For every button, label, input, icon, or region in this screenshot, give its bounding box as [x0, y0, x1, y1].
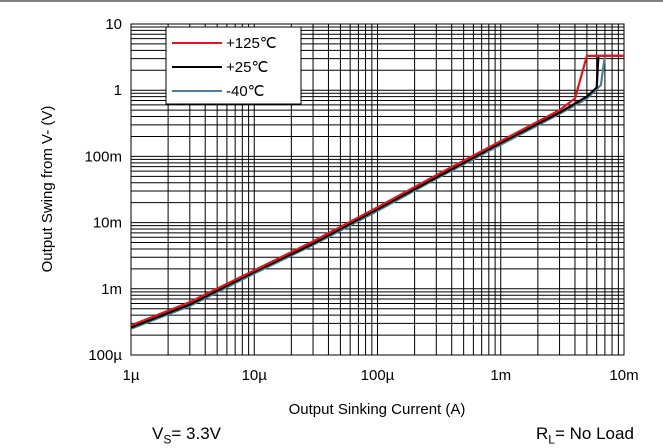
x-tick-label: 10µ: [242, 367, 268, 384]
rl-value: = No Load: [554, 424, 634, 443]
rl-subscript: L: [548, 432, 555, 447]
y-tick-label: 1m: [101, 281, 122, 298]
series-line: [130, 54, 624, 329]
x-tick-label: 1m: [490, 367, 511, 384]
series-line: [130, 54, 624, 330]
y-tick-label: 10: [105, 16, 122, 33]
x-tick-label: 1µ: [123, 367, 140, 384]
y-tick-labels: 10 1 100m 10m 1m 100µ: [84, 16, 122, 364]
x-axis-title: Output Sinking Current (A): [289, 401, 466, 418]
series-layer: [130, 54, 624, 330]
y-tick-label: 10m: [93, 215, 122, 232]
rl-prefix: R: [536, 424, 549, 443]
legend-label: -40℃: [226, 83, 265, 100]
y-tick-label: 100µ: [88, 347, 122, 364]
plot-frame: [130, 23, 625, 356]
legend: +125℃ +25℃ -40℃: [165, 26, 302, 105]
legend-label: +125℃: [226, 35, 277, 52]
vs-value: = 3.3V: [171, 424, 221, 443]
vs-subscript: S: [163, 432, 172, 447]
x-tick-label: 10m: [609, 367, 638, 384]
load-condition: RL= No Load: [536, 424, 634, 446]
series-line: [130, 54, 624, 327]
vs-prefix: V: [152, 424, 164, 443]
y-tick-label: 100m: [84, 148, 122, 165]
x-tick-labels: 1µ 10µ 100µ 1m 10m: [123, 367, 639, 384]
x-tick-label: 100µ: [361, 367, 395, 384]
y-tick-label: 1: [114, 82, 122, 99]
legend-label: +25℃: [226, 59, 268, 76]
supply-voltage-condition: VS= 3.3V: [152, 424, 221, 446]
y-axis-title: Output Swing from V- (V): [39, 106, 56, 273]
